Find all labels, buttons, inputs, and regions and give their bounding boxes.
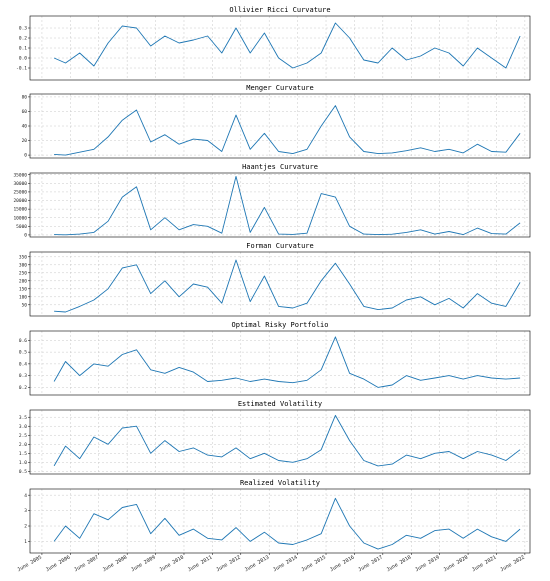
y-tick-label: 0	[24, 153, 27, 159]
y-tick-label: 350	[19, 254, 27, 260]
y-tick-label: 0.5	[19, 350, 27, 356]
series-line	[54, 23, 520, 68]
chart-panel: 0.5 1.0 1.5 2.0 2.5 3.0 3.5 Estimated Volatilit…	[19, 400, 530, 475]
x-tick-label: June 2006	[45, 555, 71, 574]
y-tick-label: 60	[22, 109, 28, 115]
chart-panel: -0.1 0.0 0.1 0.2 0.3 Ollivier Ricci Curvature	[16, 6, 530, 80]
y-tick-label: 10000	[13, 215, 27, 221]
y-tick-label: 0.5	[19, 469, 27, 475]
x-tick-label: June 2018	[386, 555, 412, 574]
y-tick-label: 150	[19, 286, 27, 292]
y-tick-label: 20000	[13, 198, 27, 204]
y-tick-label: 5000	[16, 224, 27, 230]
y-tick-label: 0.3	[19, 373, 27, 379]
panel-title: Forman Curvature	[246, 242, 313, 250]
x-tick-label: June 2017	[357, 555, 383, 574]
y-tick-label: 4	[24, 493, 27, 499]
x-tick-label: June 2020	[443, 555, 469, 574]
y-tick-label: 0.1	[19, 46, 27, 52]
y-tick-label: 0.2	[19, 385, 27, 391]
y-tick-label: -0.1	[16, 66, 27, 72]
x-tick-label: June 2014	[272, 555, 298, 574]
series-line	[54, 106, 520, 156]
y-tick-label: 3.0	[19, 424, 27, 430]
y-tick-label: 0.0	[19, 56, 27, 62]
chart-panel: 0.2 0.3 0.4 0.5 0.6 Optimal Risky Portfolio	[19, 321, 530, 395]
chart-panel: 50 100 150 200 250 300 350 Forman Curvature	[19, 242, 530, 316]
y-tick-label: 2	[24, 524, 27, 530]
y-tick-label: 1.5	[19, 451, 27, 457]
x-tick-label: June 2007	[73, 555, 99, 574]
y-tick-label: 200	[19, 278, 27, 284]
x-tick-label: June 2015	[301, 555, 327, 574]
series-line	[54, 176, 520, 234]
y-tick-label: 0.4	[19, 361, 27, 367]
y-tick-label: 2.5	[19, 433, 27, 439]
y-tick-label: 35000	[13, 172, 27, 178]
y-tick-label: 80	[22, 95, 28, 101]
y-tick-label: 2.0	[19, 442, 27, 448]
y-tick-label: 1	[24, 539, 27, 545]
series-line	[54, 337, 520, 388]
x-tick-label: June 2022	[499, 555, 525, 574]
x-tick-label: June 2010	[159, 555, 185, 574]
panel-title: Ollivier Ricci Curvature	[229, 6, 330, 14]
x-tick-label: June 2005	[16, 555, 42, 574]
y-tick-label: 20	[22, 138, 28, 144]
plot-frame	[30, 410, 530, 474]
x-tick-label: June 2008	[102, 555, 128, 574]
panel-title: Optimal Risky Portfolio	[232, 321, 329, 329]
x-tick-label: June 2019	[414, 555, 440, 574]
y-tick-label: 300	[19, 262, 27, 268]
panel-title: Realized Volatility	[240, 479, 320, 487]
panel-title: Estimated Volatility	[238, 400, 322, 408]
y-tick-label: 250	[19, 270, 27, 276]
chart-panel: 0 20 40 60 80 Menger Curvature	[22, 84, 530, 159]
y-tick-label: 50	[22, 302, 28, 308]
y-tick-label: 0.2	[19, 36, 27, 42]
panel-title: Menger Curvature	[246, 84, 313, 92]
x-tick-label: June 2011	[187, 555, 213, 574]
y-tick-label: 0.6	[19, 338, 27, 344]
x-tick-label: June 2009	[130, 555, 156, 574]
y-tick-label: 15000	[13, 207, 27, 213]
x-tick-label: June 2021	[471, 555, 497, 574]
x-tick-label: June 2016	[329, 555, 355, 574]
y-tick-label: 0.3	[19, 26, 27, 32]
x-tick-label: June 2012	[215, 555, 241, 574]
y-tick-label: 3	[24, 508, 27, 514]
chart-panel: 0 5000 10000 15000 20000 25000 30000 35000 Haant…	[13, 163, 530, 239]
y-tick-label: 30000	[13, 181, 27, 187]
series-line	[54, 415, 520, 466]
plot-frame	[30, 173, 530, 237]
y-tick-label: 100	[19, 294, 27, 300]
y-tick-label: 40	[22, 124, 28, 130]
y-tick-label: 0	[24, 233, 27, 239]
panel-title: Haantjes Curvature	[242, 163, 318, 171]
chart-panel: 1 2 3 4 Realized Volatility	[24, 479, 530, 553]
x-tick-label: June 2013	[244, 555, 270, 574]
series-line	[54, 260, 520, 312]
y-tick-label: 1.0	[19, 460, 27, 466]
y-tick-label: 3.5	[19, 415, 27, 421]
y-tick-label: 25000	[13, 190, 27, 196]
